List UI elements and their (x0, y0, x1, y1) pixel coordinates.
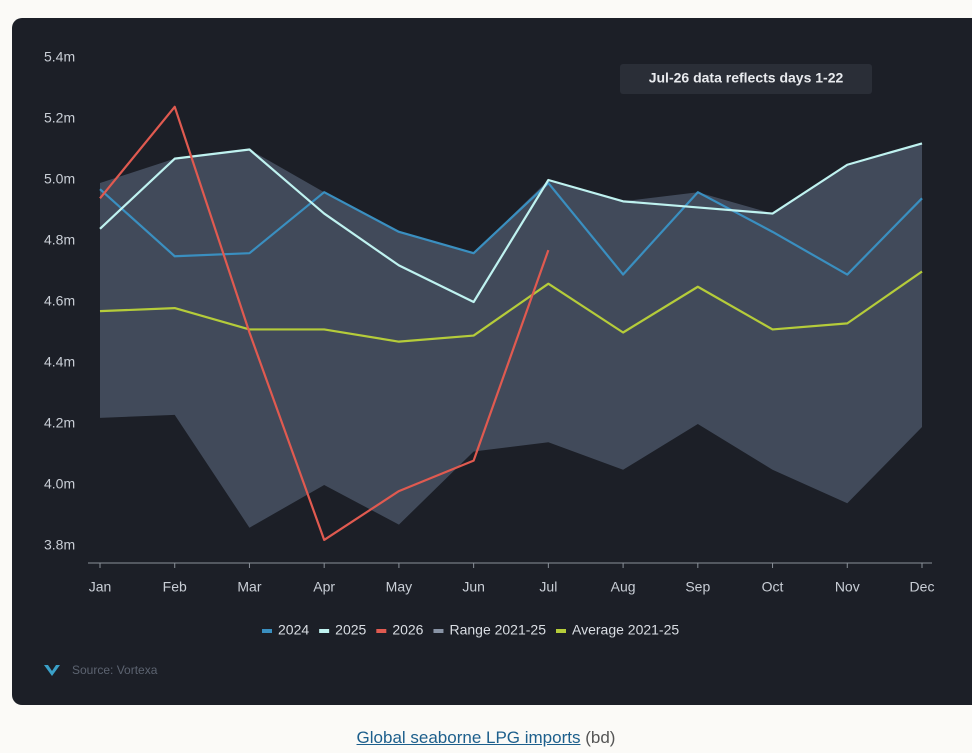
legend-label: Range 2021-25 (449, 622, 546, 638)
legend-label: 2025 (335, 622, 366, 638)
x-tick-label: Jan (89, 579, 112, 595)
annotation-box (620, 64, 872, 94)
y-tick-label: 4.4m (44, 354, 75, 370)
legend-swatch (319, 629, 330, 633)
x-tick-label: Apr (313, 579, 335, 595)
series-line (99, 181, 923, 276)
chart: Jul-26 data reflects days 1-22 Source: V… (44, 49, 935, 677)
annotation: Jul-26 data reflects days 1-22 (649, 70, 844, 86)
x-tick-label: Nov (835, 579, 860, 595)
series-line (99, 105, 550, 541)
x-tick-label: Oct (762, 579, 784, 595)
x-tick-label: Sep (685, 579, 710, 595)
y-tick-label: 4.2m (44, 415, 75, 431)
legend-label: Average 2021-25 (572, 622, 679, 638)
y-tick-label: 4.0m (44, 476, 75, 492)
legend-swatch (262, 629, 272, 633)
y-tick-label: 4.8m (44, 232, 75, 248)
caption: Global seaborne LPG imports (bd) (0, 728, 972, 748)
legend-swatch (376, 629, 387, 633)
source: Source: Vortexa (72, 663, 158, 677)
source-logo (44, 665, 60, 676)
series-line (99, 142, 923, 304)
x-tick-label: Feb (163, 579, 187, 595)
x-tick-label: Jul (539, 579, 557, 595)
y-tick-label: 5.2m (44, 110, 75, 126)
range-area (100, 143, 922, 528)
series-line (99, 270, 923, 343)
y-tick-label: 5.4m (44, 49, 75, 65)
x-tick-label: May (386, 579, 412, 595)
legend-label: 2024 (278, 622, 309, 638)
x-tick-label: Jun (462, 579, 485, 595)
y-tick-label: 3.8m (44, 537, 75, 553)
caption-unit: (bd) (585, 728, 616, 747)
legend-swatch (433, 629, 444, 633)
legend-swatch (556, 629, 566, 633)
legend-label: 2026 (392, 622, 423, 638)
caption-link[interactable]: Global seaborne LPG imports (356, 728, 581, 747)
y-tick-label: 5.0m (44, 171, 75, 187)
x-tick-label: Mar (237, 579, 261, 595)
y-tick-label: 4.6m (44, 293, 75, 309)
x-tick-label: Dec (910, 579, 935, 595)
x-tick-label: Aug (611, 579, 636, 595)
